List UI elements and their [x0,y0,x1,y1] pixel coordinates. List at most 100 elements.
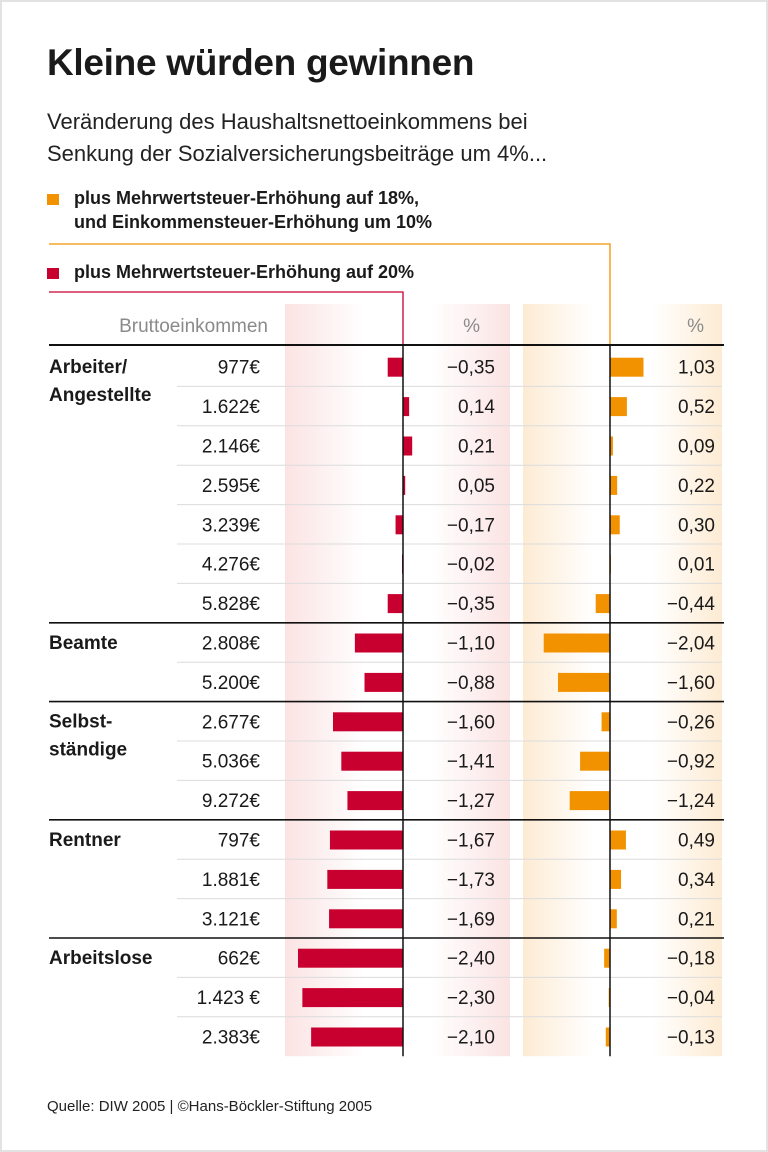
orange-panel-background [523,304,722,1057]
income-value: 1.881€ [202,870,261,891]
bar-red [347,791,403,811]
value-label-red: −1,73 [447,870,495,891]
value-label-red: −2,10 [447,1028,495,1049]
bar-orange [610,869,622,889]
income-column-header: Bruttoeinkommen [119,316,268,337]
income-value: 5.828€ [202,594,261,615]
value-label-orange: −2,04 [667,634,716,655]
bar-orange [604,948,610,968]
value-label-red: 0,21 [458,437,495,458]
value-label-red: −1,60 [447,712,495,733]
value-label-red: −1,67 [447,831,495,852]
bar-red [364,672,403,692]
bar-orange [543,633,610,653]
value-label-red: −1,69 [447,909,495,930]
income-value: 2.808€ [202,634,261,655]
value-label-red: −0,88 [447,673,495,694]
income-value: 1.423 € [197,988,261,1009]
bar-orange [569,791,610,811]
bar-orange [580,751,610,771]
legend-red: plus Mehrwertsteuer-Erhöhung auf 20% [47,260,415,284]
bar-red [333,712,403,732]
value-label-red: −0,02 [447,555,495,576]
income-value: 4.276€ [202,555,261,576]
bar-red [403,397,410,417]
value-label-red: −1,41 [447,752,495,773]
group-label: Arbeiter/ [49,357,128,378]
value-label-orange: 0,30 [678,515,715,536]
source-note: Quelle: DIW 2005 | ©Hans-Böckler-Stiftun… [47,1098,373,1115]
value-label-orange: −0,04 [667,988,716,1009]
legend-connector-red [49,291,404,345]
value-label-orange: −0,44 [667,594,716,615]
group-label: Rentner [49,830,121,851]
group-label: Angestellte [49,385,151,406]
bar-orange [610,515,620,535]
income-value: 1.622€ [202,397,261,418]
bar-red [387,357,403,377]
bar-red [329,909,403,929]
subtitle-line: Veränderung des Haushaltsnettoeinkommens… [47,109,528,134]
value-label-orange: −1,24 [667,791,716,812]
bar-orange [610,830,626,850]
chart-subtitle: Veränderung des Haushaltsnettoeinkommens… [47,106,547,170]
subtitle-line: Senkung der Sozialversicherungsbeiträge … [47,141,548,166]
value-label-red: −0,35 [447,358,495,379]
value-label-red: 0,14 [458,397,495,418]
value-label-orange: 1,03 [678,358,715,379]
value-label-orange: 0,09 [678,437,715,458]
value-label-orange: −0,26 [667,712,715,733]
bar-orange [605,1027,610,1047]
value-label-orange: 0,21 [678,909,715,930]
value-label-orange: −0,18 [667,949,715,970]
group-label: Arbeitslose [49,948,152,969]
bar-orange [610,436,613,456]
group-label: ständige [49,740,127,761]
value-label-orange: 0,22 [678,476,715,497]
bar-red [387,594,403,614]
group-label: Selbst- [49,712,112,733]
bar-red [395,515,403,535]
legend-label: plus Mehrwertsteuer-Erhöhung auf 20% [74,262,415,282]
value-label-orange: 0,01 [678,555,715,576]
value-label-orange: 0,52 [678,397,715,418]
bar-red [403,436,413,456]
value-label-orange: 0,34 [678,870,715,891]
value-label-orange: −1,60 [667,673,715,694]
income-value: 2.677€ [202,712,261,733]
legend-label: und Einkommensteuer-Erhöhung um 10% [74,212,433,232]
income-value: 2.383€ [202,1028,261,1049]
income-value: 3.121€ [202,909,261,930]
unit-header-orange: % [687,316,704,337]
legend-connector-orange [49,243,611,345]
value-label-red: 0,05 [458,476,495,497]
bar-orange [610,475,618,495]
bar-red [329,830,403,850]
bar-orange [558,672,610,692]
bar-orange [595,594,610,614]
bar-red [341,751,403,771]
bar-orange [610,397,627,417]
bar-orange [610,909,617,929]
income-value: 9.272€ [202,791,261,812]
legend-label: plus Mehrwertsteuer-Erhöhung auf 18%, [74,188,420,208]
value-label-red: −0,17 [447,515,495,536]
bar-red [302,988,403,1008]
value-label-red: −1,10 [447,634,495,655]
income-value: 5.200€ [202,673,261,694]
bar-orange [610,357,644,377]
income-value: 797€ [218,831,261,852]
income-value: 977€ [218,358,261,379]
chart-title: Kleine würden gewinnen [47,42,475,83]
bar-red [354,633,403,653]
value-label-red: −2,30 [447,988,495,1009]
value-label-red: −0,35 [447,594,495,615]
bar-red [327,869,403,889]
value-label-red: −1,27 [447,791,495,812]
value-label-orange: 0,49 [678,831,715,852]
bar-orange [601,712,610,732]
income-value: 662€ [218,949,261,970]
value-label-red: −2,40 [447,949,495,970]
